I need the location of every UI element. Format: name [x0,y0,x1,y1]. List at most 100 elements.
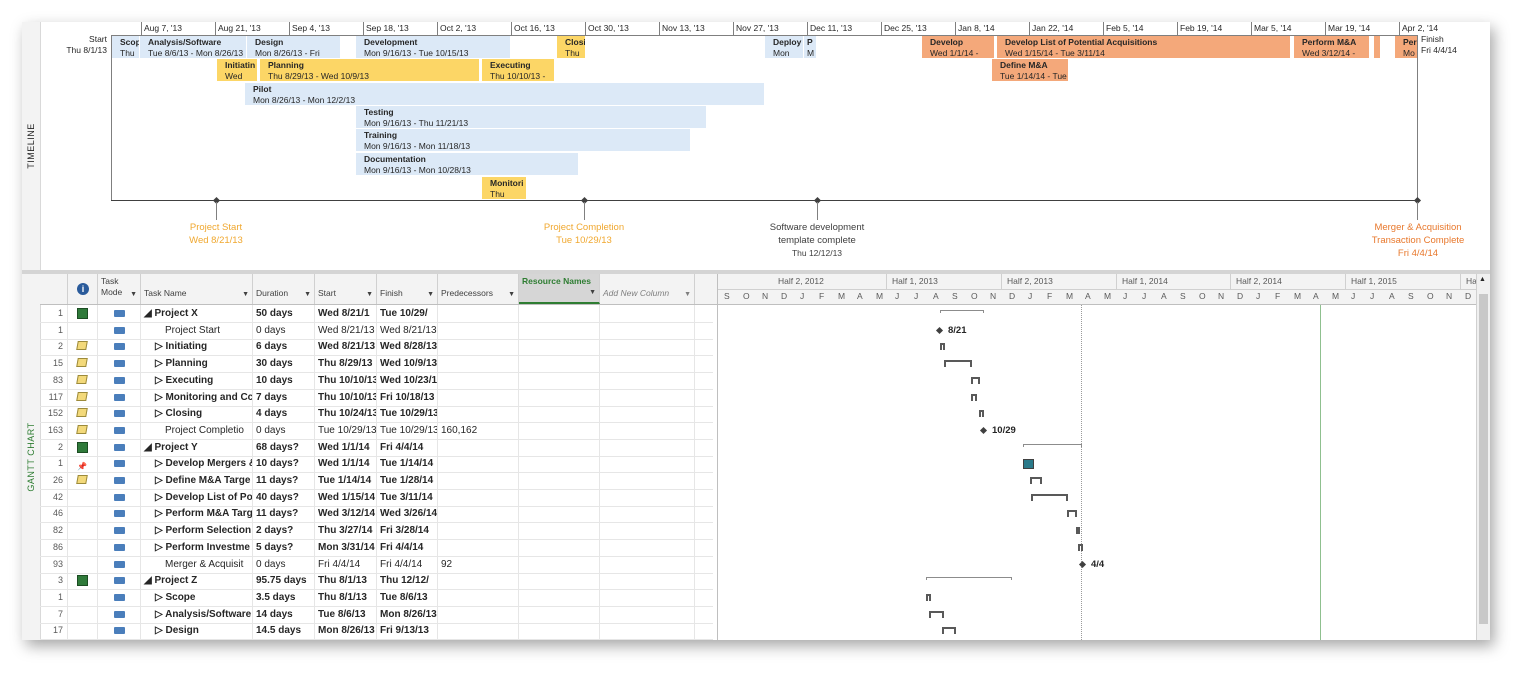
resource-names-cell[interactable] [519,338,600,356]
table-row[interactable]: 82 ▷ Perform Selection 2 days? Thu 3/27/14 F… [40,522,713,541]
duration-cell[interactable]: 10 days? [253,455,315,473]
row-indicator[interactable] [68,605,98,623]
task-name-cell[interactable]: ▷ Monitoring and Cc [141,388,253,406]
task-bar[interactable] [1023,459,1034,470]
row-indicator[interactable] [68,321,98,339]
task-bar[interactable] [929,610,944,618]
task-mode-cell[interactable] [98,472,141,489]
table-row[interactable]: 7 ▷ Analysis/Software 14 days Tue 8/6/13 Mon… [40,605,713,624]
add-column-cell[interactable] [600,538,695,556]
task-mode-cell[interactable] [98,438,141,456]
row-id[interactable]: 42 [40,488,68,506]
task-name-cell[interactable]: ▷ Develop Mergers & [141,455,253,473]
duration-cell[interactable]: 40 days? [253,488,315,506]
task-mode-cell[interactable] [98,371,141,389]
task-mode-cell[interactable] [98,588,141,606]
start-cell[interactable]: Thu 8/1/13 [315,588,377,606]
task-mode-cell[interactable] [98,455,141,473]
resource-names-cell[interactable] [519,572,600,590]
add-column-cell[interactable] [600,588,695,606]
row-indicator[interactable] [68,371,98,389]
table-row[interactable]: 46 ▷ Perform M&A Targ 11 days? Wed 3/12/14 W… [40,505,713,524]
row-id[interactable]: 17 [40,622,68,640]
task-bar[interactable] [940,343,945,351]
finish-cell[interactable]: Tue 1/14/14 [377,455,438,473]
add-column-cell[interactable] [600,505,695,523]
task-mode-cell[interactable] [98,622,141,640]
task-bar[interactable] [926,593,931,601]
row-id[interactable]: 1 [40,305,68,322]
task-mode-cell[interactable] [98,605,141,623]
row-indicator[interactable] [68,438,98,456]
task-mode-cell[interactable] [98,321,141,339]
row-id[interactable]: 46 [40,505,68,523]
start-cell[interactable]: Tue 8/6/13 [315,605,377,623]
finish-cell[interactable]: Wed 3/26/14 [377,505,438,523]
predecessors-cell[interactable] [438,305,519,322]
add-column-cell[interactable] [600,405,695,423]
predecessors-cell[interactable] [438,505,519,523]
table-row[interactable]: 2 ▷ Initiating 6 days Wed 8/21/13 Wed 8/28/1… [40,338,713,357]
task-name-cell[interactable]: ▷ Planning [141,355,253,373]
predecessors-cell[interactable] [438,371,519,389]
resource-names-cell[interactable] [519,538,600,556]
add-column-cell[interactable] [600,522,695,540]
row-id[interactable]: 2 [40,438,68,456]
row-id[interactable]: 117 [40,388,68,406]
start-cell[interactable]: Wed 8/21/1 [315,305,377,322]
predecessors-cell[interactable] [438,472,519,489]
start-cell[interactable]: Wed 1/1/14 [315,438,377,456]
start-cell[interactable]: Thu 10/10/13 [315,388,377,406]
start-cell[interactable]: Thu 3/27/14 [315,522,377,540]
milestone-diamond[interactable] [979,426,988,434]
task-name-cell[interactable]: ▷ Perform Investme [141,538,253,556]
add-column-cell[interactable] [600,305,695,322]
resource-names-cell[interactable] [519,505,600,523]
predecessors-cell[interactable] [438,605,519,623]
table-row[interactable]: 163 Project Completio 0 days Tue 10/29/13 Tu… [40,421,713,440]
task-name-cell[interactable]: ▷ Design [141,622,253,640]
view-splitter[interactable] [22,270,1490,274]
vertical-scrollbar[interactable]: ▲ [1476,274,1490,640]
finish-cell[interactable]: Fri 10/18/13 [377,388,438,406]
predecessors-cell[interactable]: 92 [438,555,519,573]
duration-cell[interactable]: 14 days [253,605,315,623]
table-row[interactable]: 3 ◢ Project Z 95.75 days Thu 8/1/13 Thu 12/1… [40,572,713,591]
resource-names-cell[interactable] [519,488,600,506]
predecessors-cell[interactable] [438,405,519,423]
task-mode-cell[interactable] [98,305,141,322]
duration-cell[interactable]: 0 days [253,321,315,339]
task-name-cell[interactable]: ▷ Closing [141,405,253,423]
resource-names-cell[interactable] [519,438,600,456]
finish-cell[interactable]: Fri 9/13/13 [377,622,438,640]
milestone-diamond[interactable] [935,326,944,334]
task-mode-cell[interactable] [98,488,141,506]
table-row[interactable]: 1 ▷ Scope 3.5 days Thu 8/1/13 Tue 8/6/13 [40,588,713,607]
milestone-diamond[interactable] [1078,560,1087,568]
gantt-chart-area[interactable]: 8/21 10/29 4/4 [718,305,1476,640]
start-cell[interactable]: Wed 8/21/13 [315,338,377,356]
row-indicator[interactable] [68,588,98,606]
milestone-project-start[interactable]: Project Start Wed 8/21/13 [189,222,243,246]
task-bar[interactable] [942,627,956,635]
duration-cell[interactable]: 30 days [253,355,315,373]
start-cell[interactable]: Thu 10/10/13 [315,371,377,389]
finish-cell[interactable]: Fri 3/28/14 [377,522,438,540]
timeline-bar-perform-selection[interactable] [1374,36,1380,58]
timeline-bar-development[interactable]: Development Mon 9/16/13 - Tue 10/15/13 [356,36,510,58]
task-name-cell[interactable]: ▷ Perform Selection [141,522,253,540]
duration-cell[interactable]: 14.5 days [253,622,315,640]
timeline-bar-documentation[interactable]: Documentation Mon 9/16/13 - Mon 10/28/13 [356,153,578,175]
table-row[interactable]: 152 ▷ Closing 4 days Thu 10/24/13 Tue 10/29/… [40,405,713,424]
header-id[interactable] [40,274,68,304]
timeline-bar-design[interactable]: Design Mon 8/26/13 - Fri [247,36,340,58]
row-id[interactable]: 152 [40,405,68,423]
row-id[interactable]: 82 [40,522,68,540]
row-indicator[interactable] [68,472,98,489]
finish-cell[interactable]: Wed 8/21/13 [377,321,438,339]
duration-cell[interactable]: 6 days [253,338,315,356]
row-indicator[interactable] [68,488,98,506]
header-task-mode[interactable]: Task Mode ▼ [98,274,141,304]
table-row[interactable]: 83 ▷ Executing 10 days Thu 10/10/13 Wed 10/2… [40,371,713,390]
timeline-bar-closing[interactable]: Closi Thu [557,36,585,58]
